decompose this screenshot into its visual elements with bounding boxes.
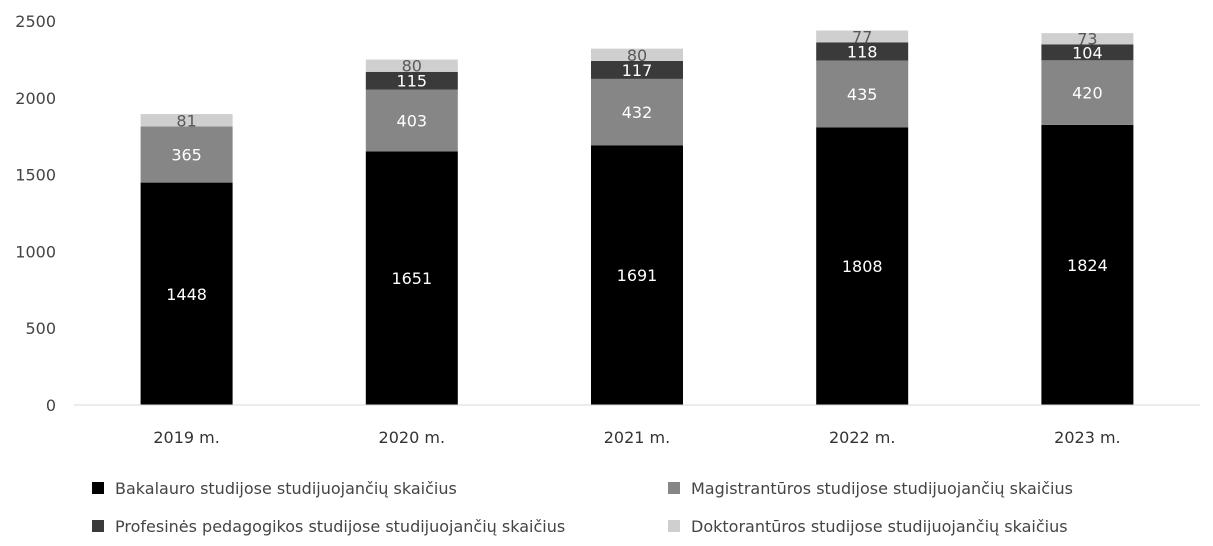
data-label: 1448 (166, 285, 207, 304)
bar-segment (816, 60, 909, 128)
bar-segment (816, 127, 909, 405)
y-tick-label: 1500 (15, 166, 56, 185)
data-label: 365 (171, 146, 202, 165)
x-tick-label: 2022 m. (829, 428, 895, 447)
bar-segment (365, 71, 458, 90)
x-axis: 2019 m. 2020 m. 2021 m. 2022 m. 2023 m. (74, 404, 1200, 447)
bar-segment (1041, 44, 1134, 61)
data-label: 1824 (1067, 256, 1108, 275)
bar-segment (816, 42, 909, 61)
legend-label: Doktorantūros studijose studijuojančių s… (691, 517, 1068, 536)
data-label: 115 (397, 72, 428, 91)
legend-swatch (668, 482, 680, 494)
legend-swatch (92, 520, 104, 532)
data-label: 403 (397, 111, 428, 130)
legend-label: Magistrantūros studijose studijuojančių … (691, 479, 1073, 498)
bar-segment (1041, 33, 1134, 45)
bar-segment (1041, 60, 1134, 125)
data-label: 104 (1072, 43, 1103, 62)
bars: 1448365811651403115801691432117801808435… (140, 27, 1134, 406)
legend-label: Profesinės pedagogikos studijose studiju… (115, 517, 565, 536)
y-tick-label: 1000 (15, 242, 56, 261)
y-tick-label: 2500 (15, 12, 56, 31)
data-label: 117 (622, 61, 653, 80)
data-label: 432 (622, 103, 653, 122)
bar-segment (591, 145, 683, 406)
x-tick-label: 2021 m. (604, 428, 670, 447)
data-label: 81 (176, 111, 196, 130)
y-tick-label: 0 (46, 396, 56, 415)
x-tick-label: 2023 m. (1054, 428, 1120, 447)
x-tick-label: 2020 m. (379, 428, 445, 447)
data-label: 77 (852, 27, 872, 46)
y-tick-label: 2000 (15, 89, 56, 108)
data-label: 80 (627, 46, 647, 65)
y-tick-label: 500 (25, 319, 56, 338)
bar-segment (140, 126, 233, 183)
legend: Bakalauro studijose studijuojančių skaič… (92, 479, 1073, 536)
data-label: 435 (847, 85, 878, 104)
data-label: 80 (402, 57, 422, 76)
legend-item: Bakalauro studijose studijuojančių skaič… (92, 479, 457, 498)
legend-swatch (92, 482, 104, 494)
bar-segment (365, 89, 458, 152)
y-axis-ticks: 0 500 1000 1500 2000 2500 (15, 12, 56, 415)
data-label: 420 (1072, 84, 1103, 103)
bar-segment (591, 48, 683, 61)
data-label: 73 (1077, 30, 1097, 49)
bar-segment (365, 151, 458, 405)
bar-segment (140, 182, 233, 405)
legend-swatch (668, 520, 680, 532)
x-tick-label: 2019 m. (153, 428, 219, 447)
bar-segment (1041, 124, 1134, 405)
bar-segment (591, 60, 683, 79)
data-label: 1651 (391, 269, 432, 288)
data-label: 118 (847, 42, 878, 61)
legend-item: Doktorantūros studijose studijuojančių s… (668, 517, 1068, 536)
bar-segment (140, 114, 233, 127)
bar-stack: 1448 365 81 (140, 111, 233, 405)
data-label: 1808 (842, 257, 883, 276)
bar-segment (816, 30, 909, 43)
bar-segment (365, 59, 458, 72)
legend-label: Bakalauro studijose studijuojančių skaič… (115, 479, 457, 498)
legend-item: Magistrantūros studijose studijuojančių … (668, 479, 1073, 498)
data-label: 1691 (617, 266, 658, 285)
bar-segment (591, 78, 683, 146)
legend-item: Profesinės pedagogikos studijose studiju… (92, 517, 565, 536)
